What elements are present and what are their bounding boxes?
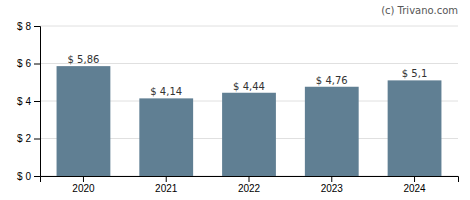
tick: 2023	[321, 176, 344, 194]
tick-mark	[83, 176, 84, 182]
tick-mark	[34, 139, 40, 140]
x-axis: 2020 2021 2022 2023 2024	[41, 176, 459, 194]
tick-label: $ 2	[17, 133, 31, 144]
tick-mark	[34, 101, 40, 102]
tick-mark	[166, 176, 167, 182]
data-label: $ 4,76	[316, 75, 348, 86]
tick-mark	[331, 176, 332, 182]
tick-label: 2022	[238, 183, 261, 194]
tick: 2021	[155, 176, 178, 194]
bar	[222, 93, 276, 176]
tick: $ 6	[17, 58, 40, 69]
grid	[40, 26, 458, 176]
chart-container: $ 0 $ 2 $ 4 $ 6 $ 8 2020 2021 2022 2023 2024 $ 5,8…	[0, 0, 470, 200]
axis-line	[41, 177, 459, 183]
axis-line	[34, 27, 41, 177]
tick-label: $ 0	[17, 171, 31, 182]
tick-mark	[249, 176, 250, 182]
bar	[139, 98, 193, 176]
bar	[305, 87, 359, 176]
tick: 2020	[72, 176, 95, 194]
tick-label: $ 8	[17, 21, 31, 32]
data-label: $ 5,86	[68, 54, 100, 65]
tick: $ 4	[17, 96, 40, 107]
tick-label: $ 4	[17, 96, 31, 107]
tick-label: 2024	[403, 183, 426, 194]
data-label: $ 5,1	[402, 68, 427, 79]
tick: 2022	[238, 176, 261, 194]
tick: $ 8	[17, 21, 40, 32]
chart-svg: $ 0 $ 2 $ 4 $ 6 $ 8 2020 2021 2022 2023 2024 $ 5,8…	[0, 0, 470, 200]
bar	[388, 80, 442, 176]
bars	[57, 66, 442, 176]
grid-line	[40, 63, 458, 64]
tick-mark	[34, 176, 40, 177]
grid-line	[40, 26, 458, 27]
data-label: $ 4,14	[150, 86, 182, 97]
tick-label: 2021	[155, 183, 178, 194]
tick: $ 0	[17, 171, 40, 182]
tick-label: 2020	[72, 183, 95, 194]
tick-label: $ 6	[17, 58, 31, 69]
tick: $ 2	[17, 133, 40, 144]
tick: 2024	[403, 176, 426, 194]
tick-label: 2023	[321, 183, 344, 194]
tick-mark	[34, 26, 40, 27]
plot: $ 0 $ 2 $ 4 $ 6 $ 8 2020 2021 2022 2023 2024 $ 5,8…	[17, 21, 458, 194]
bar	[57, 66, 111, 176]
tick-mark	[414, 176, 415, 182]
tick-mark	[34, 64, 40, 65]
data-labels: $ 5,86 $ 4,14 $ 4,44 $ 4,76 $ 5,1	[68, 54, 428, 97]
annotation: (c) Trivano.com	[381, 5, 458, 16]
y-axis: $ 0 $ 2 $ 4 $ 6 $ 8	[17, 21, 40, 182]
data-label: $ 4,44	[233, 81, 265, 92]
